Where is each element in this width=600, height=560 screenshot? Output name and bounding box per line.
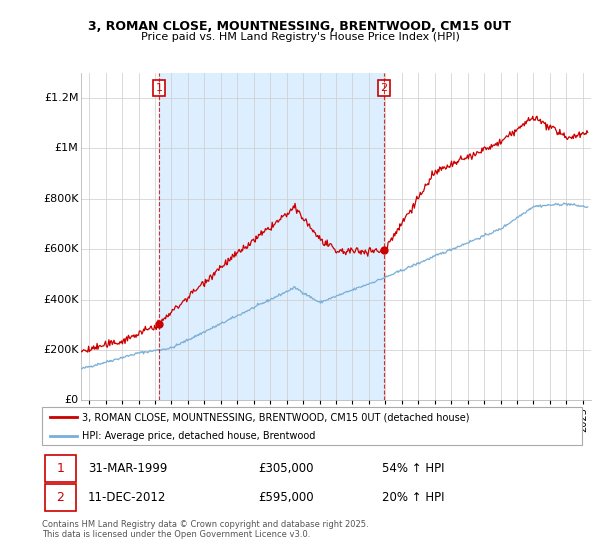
Text: 11-DEC-2012: 11-DEC-2012 (88, 491, 166, 505)
Text: £800K: £800K (43, 194, 79, 204)
Text: HPI: Average price, detached house, Brentwood: HPI: Average price, detached house, Bren… (83, 431, 316, 441)
FancyBboxPatch shape (45, 455, 76, 482)
Text: £1M: £1M (55, 143, 79, 153)
Text: 54% ↑ HPI: 54% ↑ HPI (382, 461, 445, 475)
Text: 31-MAR-1999: 31-MAR-1999 (88, 461, 167, 475)
FancyBboxPatch shape (42, 407, 582, 445)
Text: £200K: £200K (43, 345, 79, 355)
Text: £595,000: £595,000 (258, 491, 314, 505)
Text: 3, ROMAN CLOSE, MOUNTNESSING, BRENTWOOD, CM15 0UT (detached house): 3, ROMAN CLOSE, MOUNTNESSING, BRENTWOOD,… (83, 412, 470, 422)
Bar (159, 73, 384, 400)
Text: 3, ROMAN CLOSE, MOUNTNESSING, BRENTWOOD, CM15 0UT: 3, ROMAN CLOSE, MOUNTNESSING, BRENTWOOD,… (89, 20, 511, 32)
FancyBboxPatch shape (45, 484, 76, 511)
Text: 20% ↑ HPI: 20% ↑ HPI (382, 491, 445, 505)
Text: 2: 2 (56, 491, 64, 505)
Text: £305,000: £305,000 (258, 461, 314, 475)
Text: £0: £0 (64, 395, 79, 405)
Text: £1.2M: £1.2M (44, 93, 79, 103)
Text: £400K: £400K (43, 295, 79, 305)
Text: 1: 1 (56, 461, 64, 475)
Text: 2: 2 (380, 83, 388, 93)
Text: £600K: £600K (43, 244, 79, 254)
Text: Price paid vs. HM Land Registry's House Price Index (HPI): Price paid vs. HM Land Registry's House … (140, 32, 460, 43)
Text: 1: 1 (155, 83, 163, 93)
Text: Contains HM Land Registry data © Crown copyright and database right 2025.
This d: Contains HM Land Registry data © Crown c… (42, 520, 368, 539)
